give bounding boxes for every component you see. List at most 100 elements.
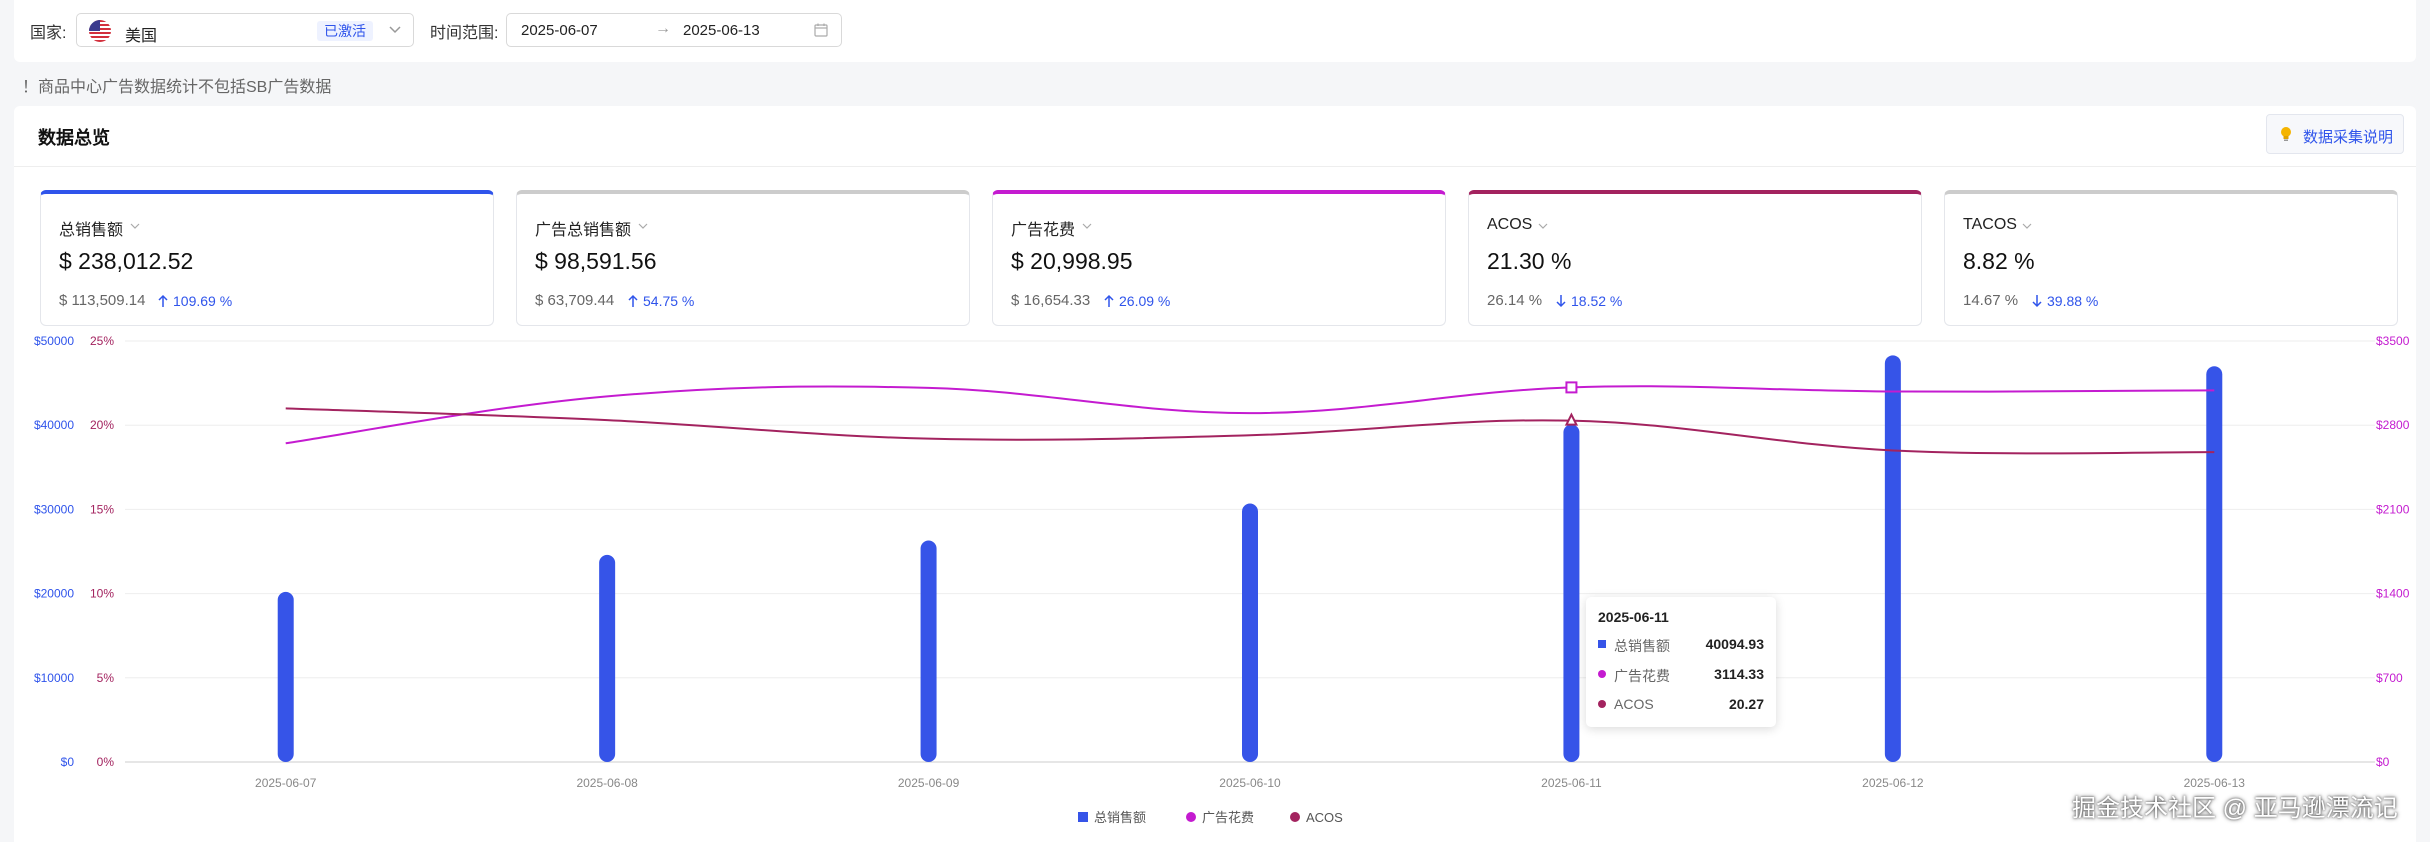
tooltip-row-name: 总销售额: [1614, 638, 1670, 654]
metric-card-ad-spend[interactable]: 广告花费 $ 20,998.95 $ 16,654.33 26.09 %: [992, 190, 1446, 326]
date-range-picker[interactable]: 2025-06-07 → 2025-06-13: [506, 13, 842, 47]
tooltip-row-value: 20.27: [1728, 696, 1764, 712]
card-previous-value: $ 16,654.33: [1011, 292, 1091, 309]
y-left-tick-label: $40000: [34, 418, 74, 432]
card-previous-value: 14.67 %: [1963, 292, 2019, 309]
hover-point: [1564, 412, 1579, 426]
y-right-tick-label: $1400: [2376, 587, 2410, 601]
card-change-value: 109.69 %: [173, 293, 233, 309]
bar: [1884, 355, 1901, 762]
y-left-tick-label: $30000: [34, 502, 74, 516]
y-mid-tick-label: 15%: [90, 502, 114, 516]
hover-point: [1565, 381, 1578, 394]
x-tick-label: 2025-06-07: [255, 776, 317, 790]
card-value: 21.30 %: [1487, 248, 1572, 274]
y-mid-tick-label: 25%: [90, 334, 114, 348]
y-left-tick-label: $0: [61, 755, 75, 769]
card-title: TACOS: [1963, 216, 2017, 233]
panel-title: 数据总览: [38, 128, 110, 148]
y-left-tick-label: $50000: [34, 334, 74, 348]
x-tick-label: 2025-06-13: [2184, 776, 2246, 790]
y-left-tick-label: $20000: [34, 587, 74, 601]
tooltip-row: ACOS 20.27: [1598, 695, 1764, 713]
x-tick-label: 2025-06-09: [898, 776, 960, 790]
legend-item: ACOS: [1306, 810, 1343, 825]
legend-item: 总销售额: [1094, 810, 1146, 825]
y-left-tick-label: $10000: [34, 671, 74, 685]
card-change-value: 18.52 %: [1571, 293, 1623, 309]
card-title: 广告花费: [1011, 222, 1076, 239]
y-right-tick-label: $3500: [2376, 334, 2410, 348]
chevron-down-icon[interactable]: [2021, 219, 2033, 231]
series-line: [285, 385, 2215, 445]
arrow-right-icon: →: [655, 20, 671, 37]
legend-circle-icon: [1186, 812, 1196, 822]
chevron-down-icon[interactable]: [1537, 219, 1549, 231]
card-previous-value: $ 63,709.44: [535, 292, 615, 309]
metric-card-total-sales[interactable]: 总销售额 $ 238,012.52 $ 113,509.14 109.69 %: [40, 190, 494, 326]
circle-marker-icon: [1598, 700, 1606, 708]
card-title: 总销售额: [59, 222, 124, 239]
chevron-down-icon[interactable]: [129, 219, 141, 231]
filter-bar: 国家: 美国 已激活 时间范围: 2025-06-07 → 2025-06-13: [14, 0, 2416, 62]
country-value: 美国: [125, 28, 158, 45]
bar: [1242, 503, 1258, 762]
y-right-tick-label: $700: [2376, 671, 2403, 685]
date-start-input[interactable]: 2025-06-07: [521, 22, 598, 39]
chevron-down-icon[interactable]: [387, 21, 403, 37]
card-value: 8.82 %: [1963, 248, 2035, 274]
calendar-icon[interactable]: [813, 22, 829, 38]
legend-item: 广告花费: [1202, 810, 1254, 825]
y-mid-tick-label: 20%: [90, 418, 114, 432]
arrow-up-icon: [1104, 294, 1114, 307]
metric-card-ad-total-sales[interactable]: 广告总销售额 $ 98,591.56 $ 63,709.44 54.75 %: [516, 190, 970, 326]
metric-card-tacos[interactable]: TACOS 8.82 % 14.67 % 39.88 %: [1944, 190, 2398, 326]
tooltip-row: 总销售额 40094.93: [1598, 635, 1764, 654]
x-tick-label: 2025-06-11: [1541, 776, 1602, 790]
square-marker-icon: [1598, 640, 1606, 648]
y-mid-tick-label: 10%: [90, 587, 114, 601]
help-button-label: 数据采集说明: [2303, 129, 2394, 146]
card-previous-value: 26.14 %: [1487, 292, 1543, 309]
card-change-value: 39.88 %: [2047, 293, 2099, 309]
x-tick-label: 2025-06-12: [1862, 776, 1924, 790]
tooltip-row-value: 3114.33: [1714, 666, 1764, 682]
y-mid-tick-label: 5%: [97, 671, 115, 685]
us-flag-icon: [89, 20, 111, 42]
x-tick-label: 2025-06-08: [576, 776, 638, 790]
x-tick-label: 2025-06-10: [1219, 776, 1281, 790]
chevron-down-icon[interactable]: [1081, 219, 1093, 231]
country-select[interactable]: 美国 已激活: [76, 13, 414, 47]
arrow-up-icon: [158, 294, 168, 307]
y-right-tick-label: $0: [2376, 755, 2390, 769]
tooltip-row-name: ACOS: [1614, 696, 1654, 712]
bar: [920, 540, 937, 762]
card-title: ACOS: [1487, 216, 1533, 233]
tooltip-row-name: 广告花费: [1614, 668, 1670, 684]
legend-square-icon: [1078, 812, 1088, 822]
tooltip-row-value: 40094.93: [1705, 636, 1764, 652]
chevron-down-icon[interactable]: [637, 219, 649, 231]
notice-text: ！商品中心广告数据统计不包括SB广告数据: [22, 79, 332, 96]
arrow-down-icon: [1556, 295, 1566, 308]
tooltip-date: 2025-06-11: [1598, 609, 1669, 625]
y-mid-tick-label: 0%: [97, 755, 115, 769]
arrow-up-icon: [628, 294, 638, 307]
card-title: 广告总销售额: [535, 222, 632, 239]
metric-card-acos[interactable]: ACOS 21.30 % 26.14 % 18.52 %: [1468, 190, 1922, 326]
y-right-tick-label: $2800: [2376, 418, 2410, 432]
card-previous-value: $ 113,509.14: [59, 292, 146, 309]
card-value: $ 20,998.95: [1011, 248, 1133, 274]
bar: [599, 554, 616, 762]
date-end-input[interactable]: 2025-06-13: [683, 22, 760, 39]
bar: [277, 591, 294, 762]
y-right-tick-label: $2100: [2376, 502, 2410, 516]
data-collection-help-button[interactable]: 数据采集说明: [2266, 114, 2404, 154]
card-change-value: 26.09 %: [1119, 293, 1171, 309]
card-change-value: 54.75 %: [643, 293, 695, 309]
series-line: [285, 407, 2215, 455]
range-label: 时间范围:: [430, 25, 499, 42]
legend-circle-icon: [1290, 812, 1300, 822]
bar: [2206, 366, 2223, 762]
